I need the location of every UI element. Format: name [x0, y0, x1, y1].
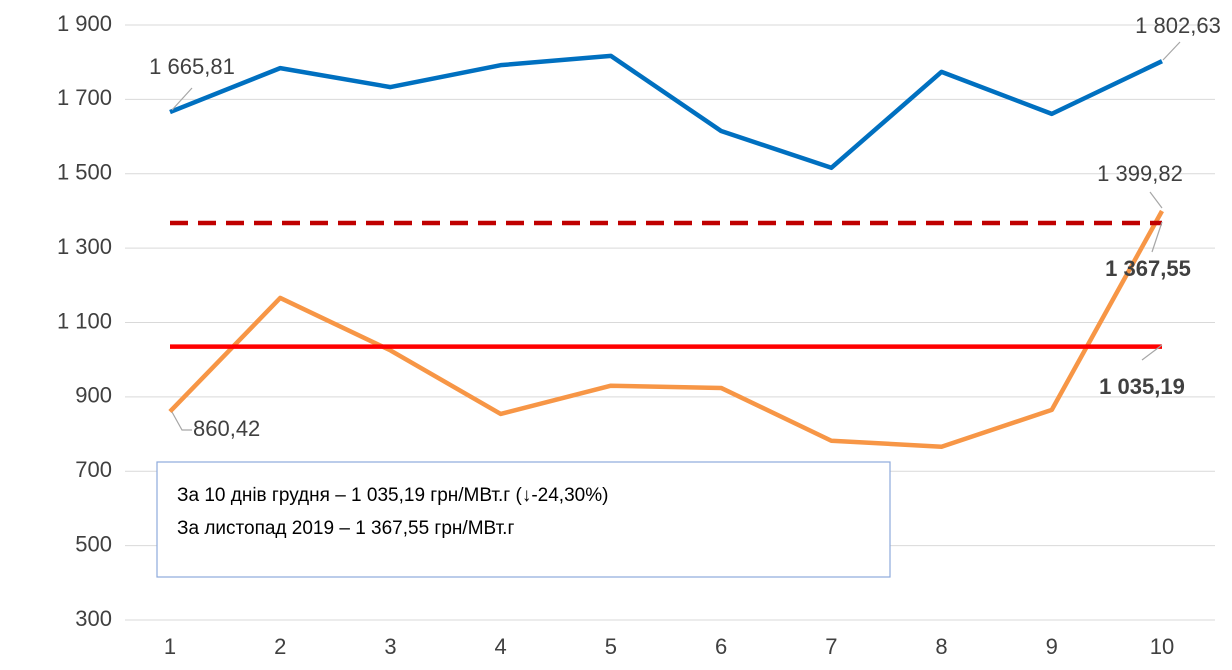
- y-tick-label: 300: [75, 606, 112, 631]
- leader-line: [1141, 344, 1163, 361]
- y-tick-label: 1 700: [57, 85, 112, 110]
- x-tick-label: 6: [715, 634, 727, 659]
- data-label: 1 035,19: [1099, 374, 1185, 399]
- leader-line: [1151, 221, 1163, 253]
- annotation: За 10 днів грудня – 1 035,19 грн/МВт.г (…: [177, 485, 608, 506]
- data-label: 1 802,63: [1135, 13, 1221, 38]
- data-label: 1 399,82: [1097, 161, 1183, 186]
- leader-line: [1149, 191, 1163, 209]
- leader-line: [1162, 41, 1181, 61]
- x-tick-label: 3: [384, 634, 396, 659]
- data-line: [169, 53, 1163, 171]
- leader-line: [171, 87, 193, 111]
- x-tick-label: 4: [495, 634, 507, 659]
- x-tick-label: 5: [605, 634, 617, 659]
- x-tick-label: 10: [1150, 634, 1174, 659]
- x-tick-label: 8: [935, 634, 947, 659]
- data-label: 1 367,55: [1105, 256, 1191, 281]
- y-tick-label: 500: [75, 531, 112, 556]
- y-tick-label: 1 100: [57, 308, 112, 333]
- x-tick-label: 2: [274, 634, 286, 659]
- y-tick-label: 1 500: [57, 160, 112, 185]
- y-tick-label: 1 300: [57, 234, 112, 259]
- y-tick-label: 900: [75, 383, 112, 408]
- annotation: За листопад 2019 – 1 367,55 грн/МВт.г: [177, 518, 514, 539]
- data-line: [168, 209, 1164, 449]
- x-tick-label: 9: [1046, 634, 1058, 659]
- data-label: 1 665,81: [149, 54, 235, 79]
- data-label: 860,42: [193, 416, 260, 441]
- x-tick-label: 1: [164, 634, 176, 659]
- y-tick-label: 1 900: [57, 11, 112, 36]
- leader-line: [171, 411, 192, 431]
- annotation-box: [156, 461, 891, 578]
- y-tick-label: 700: [75, 457, 112, 482]
- x-tick-label: 7: [825, 634, 837, 659]
